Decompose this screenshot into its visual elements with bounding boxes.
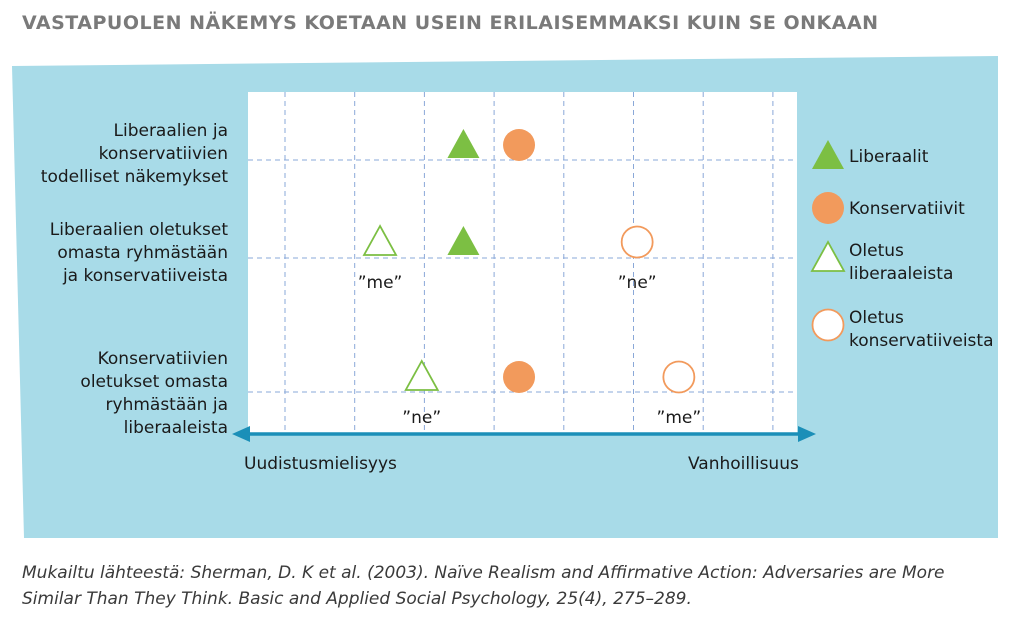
source-line-1: Mukailtu lähteestä: Sherman, D. K et al.… xyxy=(22,563,945,583)
x-axis-arrow-left xyxy=(232,426,250,442)
data-point-triangle-filled xyxy=(447,226,480,255)
row-label-line: Liberaalien ja xyxy=(114,121,229,141)
data-point-tag: ”me” xyxy=(657,408,702,428)
row-label-line: Liberaalien oletukset xyxy=(50,220,229,240)
legend-label-line: Oletus xyxy=(849,308,904,328)
source-line-2: Similar Than They Think. Basic and Appli… xyxy=(22,589,692,609)
row-label-line: konservatiivien xyxy=(99,144,228,164)
data-point-circle-filled xyxy=(503,361,536,393)
row-label-line: todelliset näkemykset xyxy=(41,167,229,187)
row-label-line: omasta ryhmästään xyxy=(57,243,228,263)
row-label-line: ja konservatiiveista xyxy=(62,266,228,286)
x-axis-label-right: Vanhoillisuus xyxy=(688,454,799,474)
data-point-triangle-filled xyxy=(447,129,480,158)
legend-marker-circle-open xyxy=(811,308,845,342)
data-point-tag: ”ne” xyxy=(402,408,441,428)
legend-marker-triangle-filled xyxy=(812,140,844,169)
data-point-tag: ”me” xyxy=(358,273,403,293)
row-label-line: oletukset omasta xyxy=(80,372,228,392)
row-label-line: ryhmästään ja xyxy=(106,395,228,415)
data-point-circle-open xyxy=(620,225,654,259)
legend-label-line: liberaaleista xyxy=(849,264,953,284)
source-citation: Mukailtu lähteestä: Sherman, D. K et al.… xyxy=(22,560,1002,612)
data-point-circle-filled xyxy=(503,129,536,161)
x-axis-arrow-right xyxy=(798,426,816,442)
row-label-line: liberaaleista xyxy=(124,418,228,438)
data-point-tag: ”ne” xyxy=(618,273,657,293)
legend-label-line: Liberaalit xyxy=(849,147,929,167)
legend-marker-circle-filled xyxy=(812,192,844,224)
legend-marker-triangle-open xyxy=(810,240,846,272)
legend-label-line: konservatiiveista xyxy=(849,331,994,351)
page-title: VASTAPUOLEN NÄKEMYS KOETAAN USEIN ERILAI… xyxy=(22,12,879,34)
x-axis-label-left: Uudistusmielisyys xyxy=(244,454,397,474)
data-point-circle-open xyxy=(662,360,696,394)
legend-label-line: Konservatiivit xyxy=(849,199,965,219)
legend-label-line: Oletus xyxy=(849,241,904,261)
data-point-triangle-open xyxy=(404,359,440,391)
row-label-line: Konservatiivien xyxy=(98,349,228,369)
data-point-triangle-open xyxy=(362,224,398,256)
